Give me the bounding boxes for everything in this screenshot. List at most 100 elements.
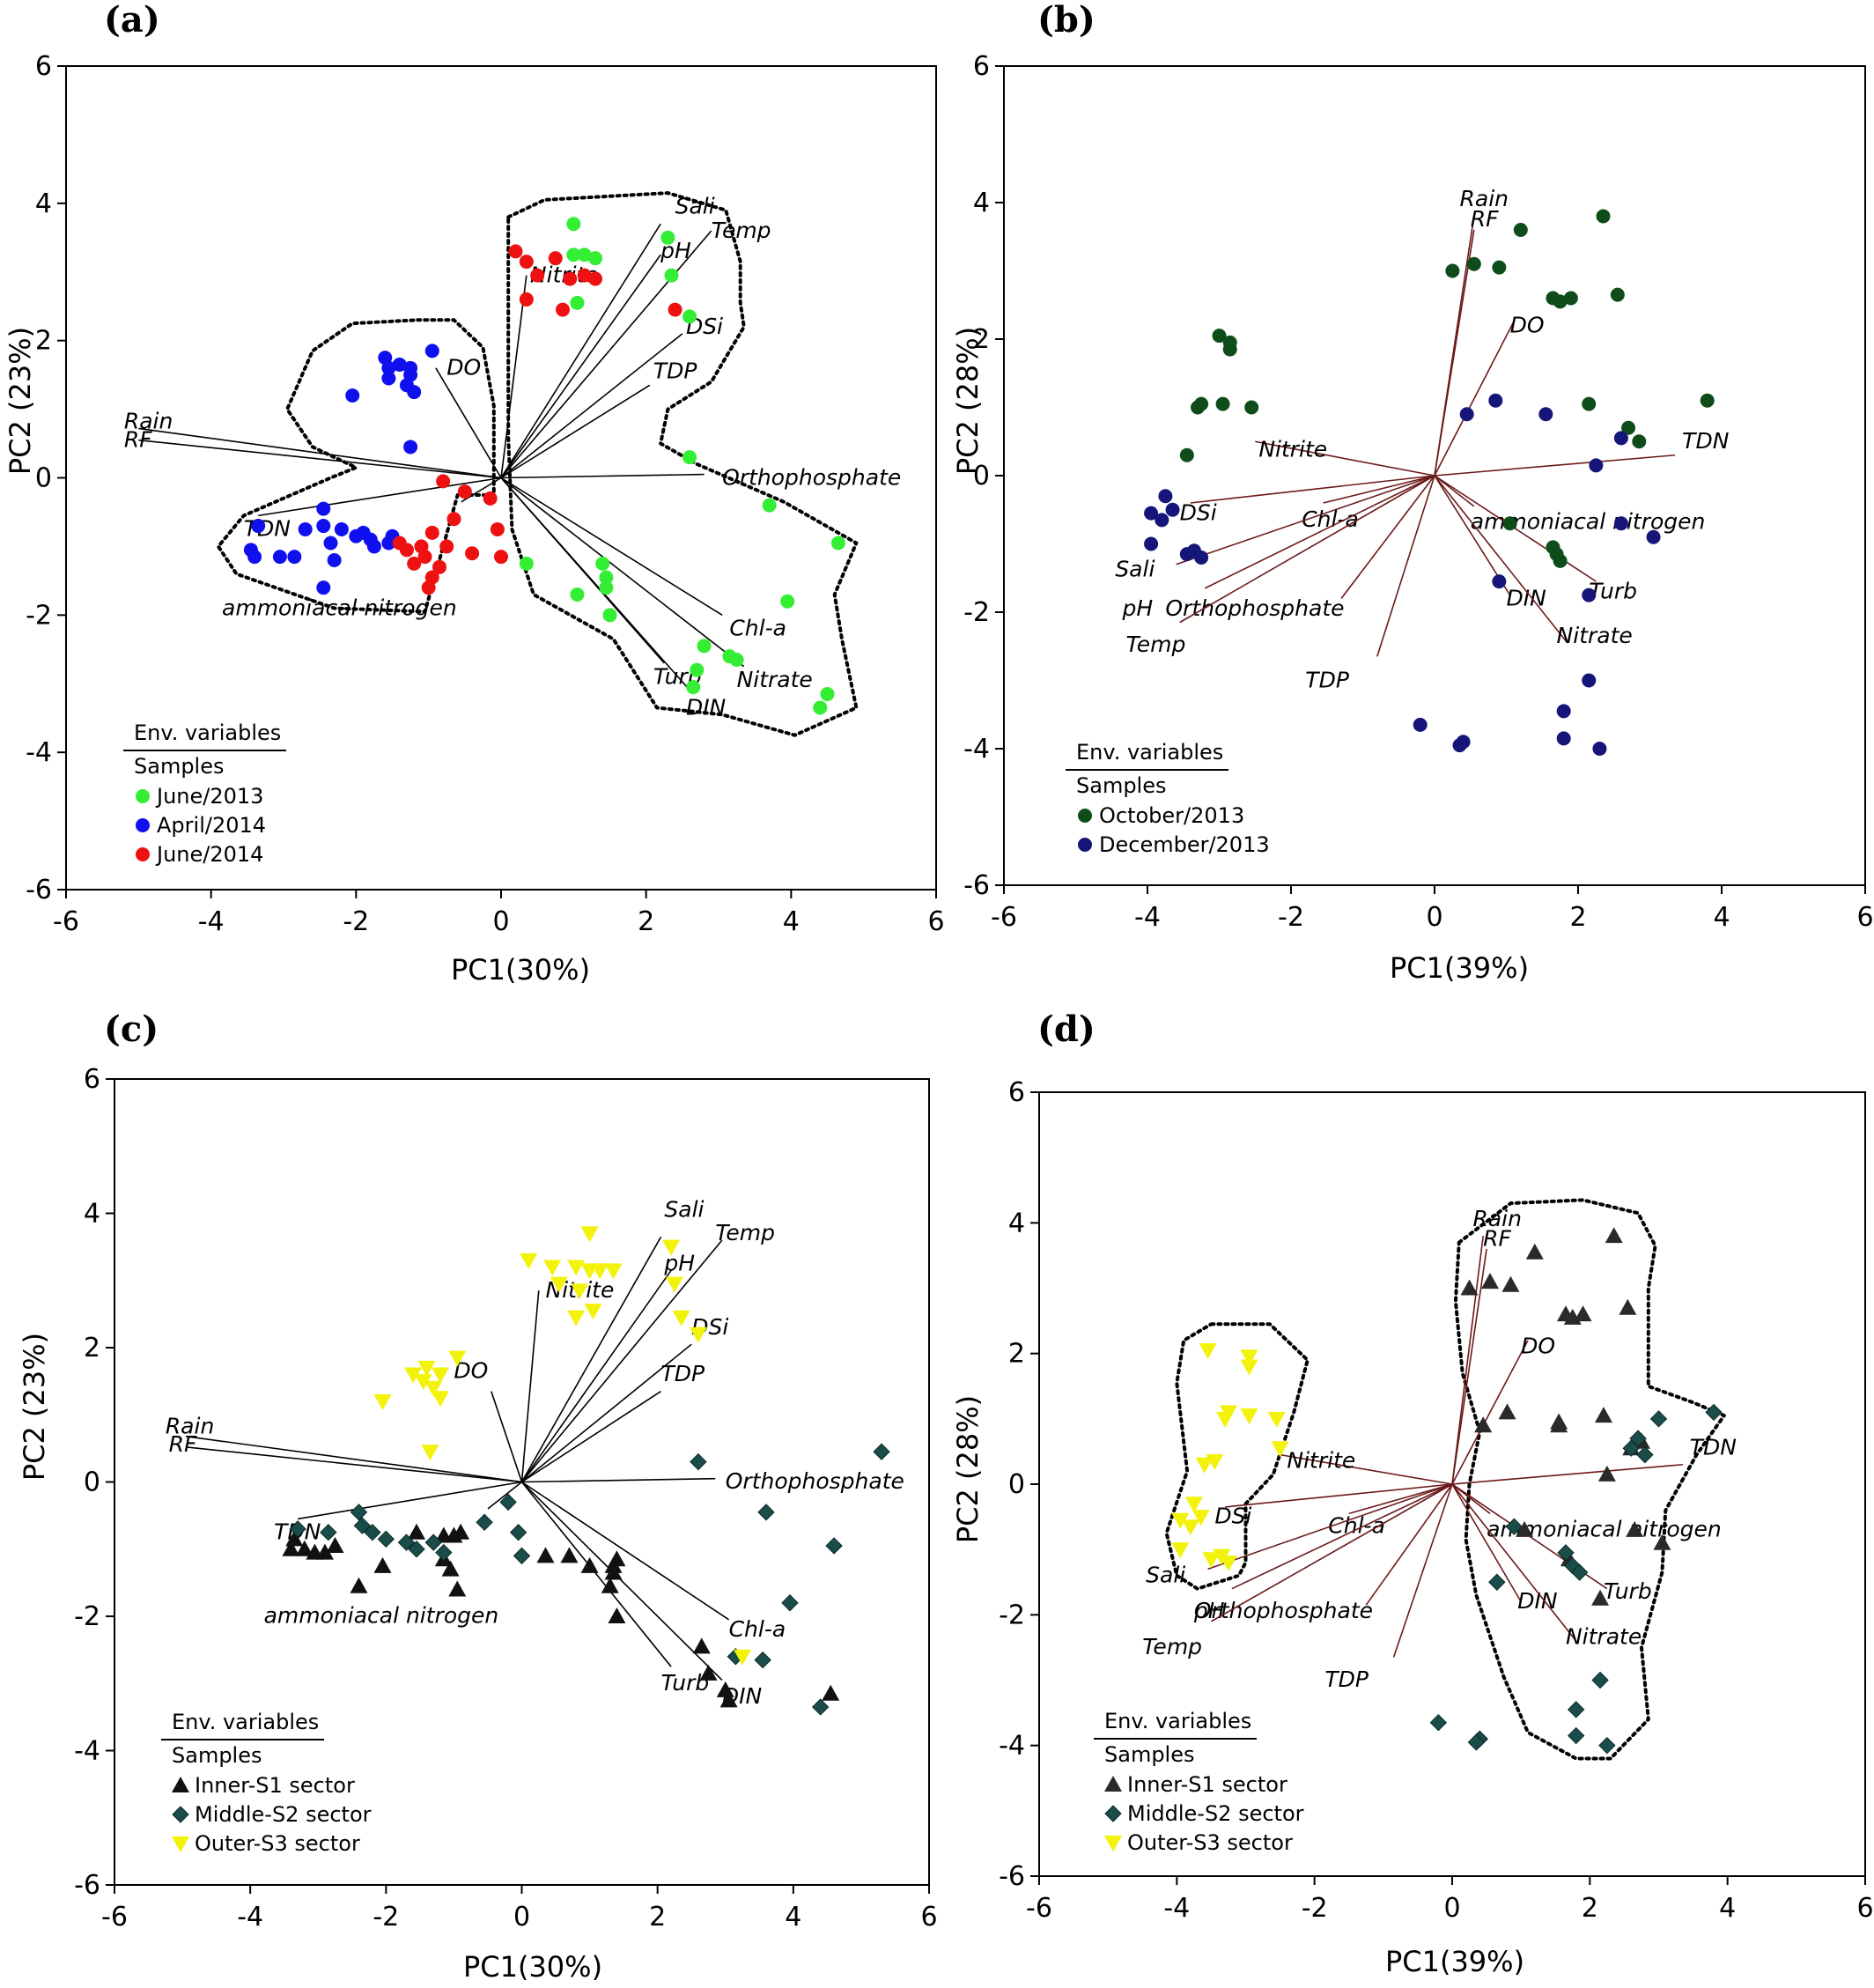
loading-vector <box>1224 1483 1453 1508</box>
sample-point <box>448 1350 467 1367</box>
sample-point <box>660 230 675 245</box>
sample-point <box>567 1260 586 1276</box>
loading-vector <box>1207 1483 1453 1570</box>
loading-vector <box>1255 440 1435 477</box>
loading-vector-label: TDP <box>1324 1667 1369 1692</box>
legend-item: October/2013 <box>1099 803 1244 828</box>
panel-d-label: (d) <box>1037 1009 1096 1050</box>
sample-point <box>1171 1512 1190 1529</box>
loading-vector-label: Sali <box>664 1196 704 1222</box>
sample-point <box>757 1504 775 1521</box>
sample-point <box>397 1533 416 1551</box>
sample-point <box>494 550 508 565</box>
x-tick-label-b: 4 <box>1713 902 1730 933</box>
sample-point <box>381 360 396 375</box>
loading-vector <box>1280 1453 1453 1485</box>
y-tick-label-c: -2 <box>74 1601 100 1632</box>
loading-vector-label: RF <box>124 426 152 452</box>
loading-vector-label: pH <box>663 1250 695 1275</box>
x-tick-label-d: 6 <box>1856 1893 1873 1924</box>
sample-point <box>1553 553 1568 568</box>
sample-point <box>1179 447 1194 462</box>
y-tick-label-c: 0 <box>84 1467 100 1498</box>
legend-marker <box>136 789 150 803</box>
sample-point <box>595 556 610 571</box>
sample-point <box>1598 1736 1616 1755</box>
loading-vector-label: Turb <box>1604 1578 1652 1604</box>
y-tick-label-a: -4 <box>26 737 52 768</box>
loading-vector-label: pH <box>1193 1598 1225 1623</box>
loading-vector <box>1231 1483 1453 1590</box>
loading-vector <box>297 1481 522 1520</box>
legend-marker <box>172 1806 189 1823</box>
sample-point <box>1195 1457 1214 1474</box>
sample-point <box>1597 1465 1616 1482</box>
sample-point <box>513 1547 531 1565</box>
loading-vector-label: Temp <box>1126 632 1186 657</box>
y-tick-label-b: -6 <box>963 870 990 901</box>
sample-point <box>432 1367 449 1384</box>
sample-point <box>424 525 439 540</box>
sample-point <box>1591 1671 1609 1689</box>
loading-vector-label: DIN <box>686 694 727 720</box>
x-tick-label-c: -2 <box>373 1902 399 1933</box>
legend-subtitle: Samples <box>1104 1742 1195 1767</box>
loading-vector <box>500 223 661 478</box>
loading-vector-label: Orthophosphate <box>726 1468 904 1494</box>
sample-point <box>432 1391 449 1408</box>
sample-point <box>1192 1510 1210 1526</box>
sample-point <box>404 1367 423 1384</box>
sample-point <box>873 1443 890 1460</box>
sample-point <box>608 1550 626 1567</box>
loading-vector-label: pH <box>1121 595 1153 621</box>
loading-vector-label: Rain <box>1472 1206 1521 1231</box>
sample-point <box>699 1664 718 1681</box>
loading-vector-label: Rain <box>1460 186 1509 211</box>
sample-point <box>1649 1410 1668 1428</box>
panel-a-ylabel: PC2 (23%) <box>4 327 37 475</box>
loading-vector <box>1451 1483 1522 1602</box>
loading-vector <box>500 473 705 479</box>
x-tick-label-b: 2 <box>1569 902 1586 933</box>
loading-vector <box>500 275 528 478</box>
sample-point <box>414 1374 432 1391</box>
panel-c: (c) PC1(30%) PC2 (23%) -6-6 -4 -4 -2 -2 0 0 2 2 4… <box>18 1009 938 1984</box>
sample-point <box>566 248 581 262</box>
loading-vector-label: Turb <box>661 1670 710 1696</box>
sample-point <box>1212 329 1227 344</box>
x-tick-label-a: 2 <box>638 906 654 937</box>
y-tick-label-c: 6 <box>84 1064 100 1095</box>
loading-vector <box>1211 1483 1453 1622</box>
sample-point <box>584 1304 602 1320</box>
loading-vector <box>138 439 502 479</box>
sample-point <box>1267 1411 1286 1428</box>
sample-point <box>407 385 422 400</box>
sample-point <box>543 1260 562 1276</box>
sample-point <box>1202 1552 1221 1569</box>
sample-point <box>1144 506 1159 521</box>
loading-vector-label: Nitrite <box>1258 436 1327 462</box>
y-tick-label-a: 2 <box>35 326 52 357</box>
loading-vector-label: Orthophosphate <box>1194 1598 1373 1623</box>
sample-point <box>1516 1520 1534 1537</box>
sample-point <box>1467 1733 1486 1751</box>
x-tick-label-b: -4 <box>1134 902 1161 933</box>
loading-vector <box>521 1390 661 1483</box>
sample-point <box>692 1637 711 1654</box>
loading-vector <box>1451 1463 1683 1485</box>
sample-point <box>1605 1227 1623 1244</box>
loading-vector-label: Sali <box>1115 557 1155 582</box>
sample-point <box>780 594 795 609</box>
panel-d-xlabel: PC1(39%) <box>1385 1945 1524 1978</box>
legend-subtitle: Samples <box>1076 773 1167 798</box>
sample-point <box>571 1283 589 1300</box>
cluster-outline-d <box>1164 1322 1310 1591</box>
loading-vector <box>1434 475 1568 644</box>
sample-point <box>424 1380 443 1397</box>
sample-point <box>1525 1243 1544 1260</box>
sample-point <box>1557 1544 1575 1562</box>
loading-vector-label: TDP <box>1305 667 1350 692</box>
sample-point <box>1240 1349 1258 1366</box>
loading-vector <box>1451 1483 1577 1642</box>
sample-point <box>1158 489 1173 504</box>
